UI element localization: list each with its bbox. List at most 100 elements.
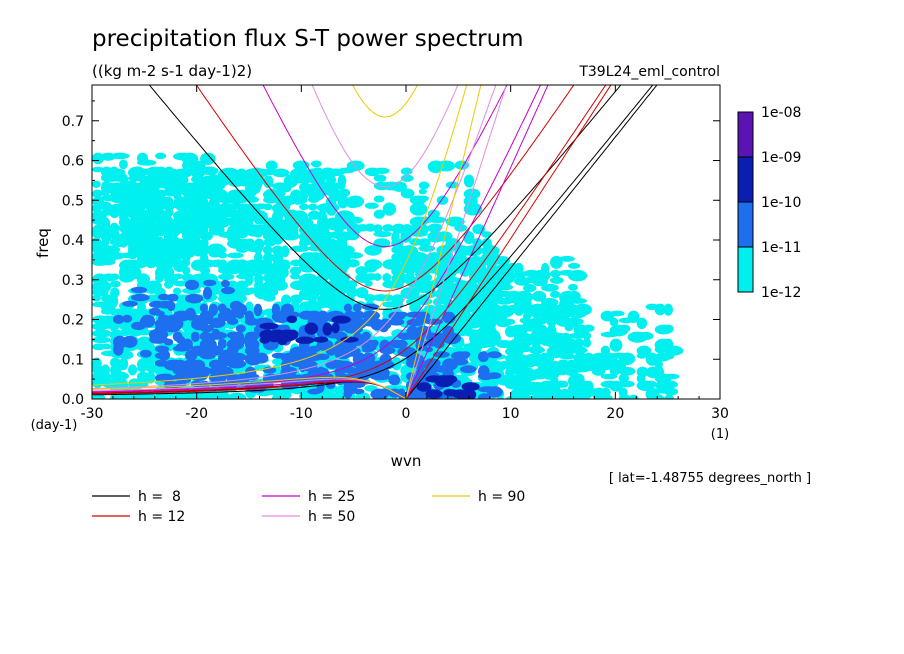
- field-cell: [636, 317, 648, 329]
- field-cell: [373, 209, 385, 219]
- curve-group-h50: [92, 85, 507, 399]
- field-cell: [600, 331, 619, 338]
- field-cell: [139, 349, 152, 358]
- field-cell: [202, 342, 216, 350]
- y-tick-label: 0.5: [62, 193, 84, 209]
- field-cell: [208, 317, 226, 328]
- field-cell: [119, 322, 131, 331]
- field-cell: [582, 324, 595, 332]
- field-cell: [427, 209, 440, 219]
- field-cell: [373, 195, 385, 203]
- curve-group-h25: [92, 85, 549, 399]
- field-cell: [568, 269, 588, 282]
- field-cell: [550, 269, 561, 278]
- field-cell: [166, 314, 179, 322]
- field-region-1: [92, 152, 228, 264]
- field-cell: [573, 394, 590, 399]
- field-cell: [101, 194, 119, 202]
- field-cell: [137, 159, 157, 166]
- field-cell: [343, 388, 353, 399]
- field-cell: [200, 152, 216, 165]
- field-cell: [373, 231, 392, 238]
- field-cell: [600, 373, 618, 380]
- mrg-curve-h50: [92, 85, 497, 389]
- kelvin-curve-h90: [405, 85, 482, 399]
- field-cell: [173, 215, 187, 228]
- field-cell: [364, 280, 373, 287]
- field-cell: [355, 287, 369, 299]
- rossby-curve-h50: [92, 378, 407, 399]
- mrg-curve-h12: [92, 85, 607, 395]
- field-cell: [415, 297, 433, 306]
- y-axis-label: freq: [34, 228, 52, 258]
- field-cell: [226, 359, 247, 369]
- field-cell: [519, 303, 531, 310]
- x-tick-label: 0: [402, 406, 411, 422]
- field-cell: [582, 331, 592, 341]
- legend-entry: h = 90: [432, 489, 525, 505]
- field-cell: [427, 223, 443, 232]
- power-field: [92, 152, 684, 399]
- field-cell: [388, 374, 401, 386]
- field-cell: [184, 188, 204, 199]
- field-cell: [568, 262, 581, 269]
- field-cell: [370, 339, 379, 347]
- field-cell: [382, 202, 397, 216]
- field-cell: [487, 372, 502, 380]
- field-cell: [319, 266, 332, 273]
- field-cell: [110, 222, 119, 232]
- field-region-10: [259, 315, 359, 346]
- field-cell: [546, 366, 560, 375]
- field-region-9: [112, 279, 247, 362]
- field-cell: [236, 196, 248, 204]
- field-cell: [510, 324, 530, 331]
- field-cell: [202, 335, 216, 342]
- x-tick-label: 20: [606, 406, 624, 422]
- field-cell: [167, 293, 179, 302]
- field-cell: [478, 393, 491, 399]
- field-cell: [245, 189, 256, 198]
- field-cell: [568, 283, 578, 291]
- curve-group-h90: [92, 85, 482, 399]
- field-cell: [220, 167, 238, 176]
- field-cell: [283, 174, 298, 188]
- field-cell: [119, 215, 131, 229]
- colorbar-label: 1e-12: [761, 285, 801, 301]
- field-cell: [331, 322, 340, 334]
- field-cell: [406, 255, 421, 265]
- field-cell: [128, 166, 146, 179]
- field-cell: [328, 301, 341, 311]
- field-cell: [416, 382, 432, 392]
- field-cell: [157, 349, 171, 361]
- field-cell: [346, 216, 364, 224]
- field-cell: [229, 307, 246, 316]
- field-cell: [663, 352, 675, 360]
- field-cell: [209, 243, 224, 250]
- field-cell: [158, 293, 170, 301]
- field-cell: [433, 339, 445, 349]
- field-cell: [295, 336, 315, 344]
- field-cell: [331, 315, 351, 324]
- field-cell: [451, 358, 469, 366]
- field-cell: [364, 245, 382, 256]
- field-cell: [92, 294, 101, 302]
- field-cell: [406, 262, 415, 272]
- kelvin-curve-h8: [405, 85, 658, 399]
- field-cell: [110, 166, 119, 173]
- field-cell: [550, 290, 561, 299]
- field-cell: [281, 392, 292, 399]
- field-cell: [92, 189, 103, 198]
- field-cell: [463, 174, 475, 188]
- field-cell: [182, 250, 195, 259]
- kelvin-curve-h12: [405, 85, 612, 399]
- field-cell: [469, 346, 481, 354]
- field-cell: [281, 245, 290, 258]
- field-cell: [346, 259, 360, 268]
- field-cell: [443, 375, 458, 384]
- field-cell: [137, 208, 147, 220]
- field-cell: [200, 201, 213, 209]
- field-cell: [272, 280, 288, 291]
- field-cell: [265, 160, 278, 171]
- field-cell: [532, 277, 548, 287]
- field-cell: [618, 366, 636, 376]
